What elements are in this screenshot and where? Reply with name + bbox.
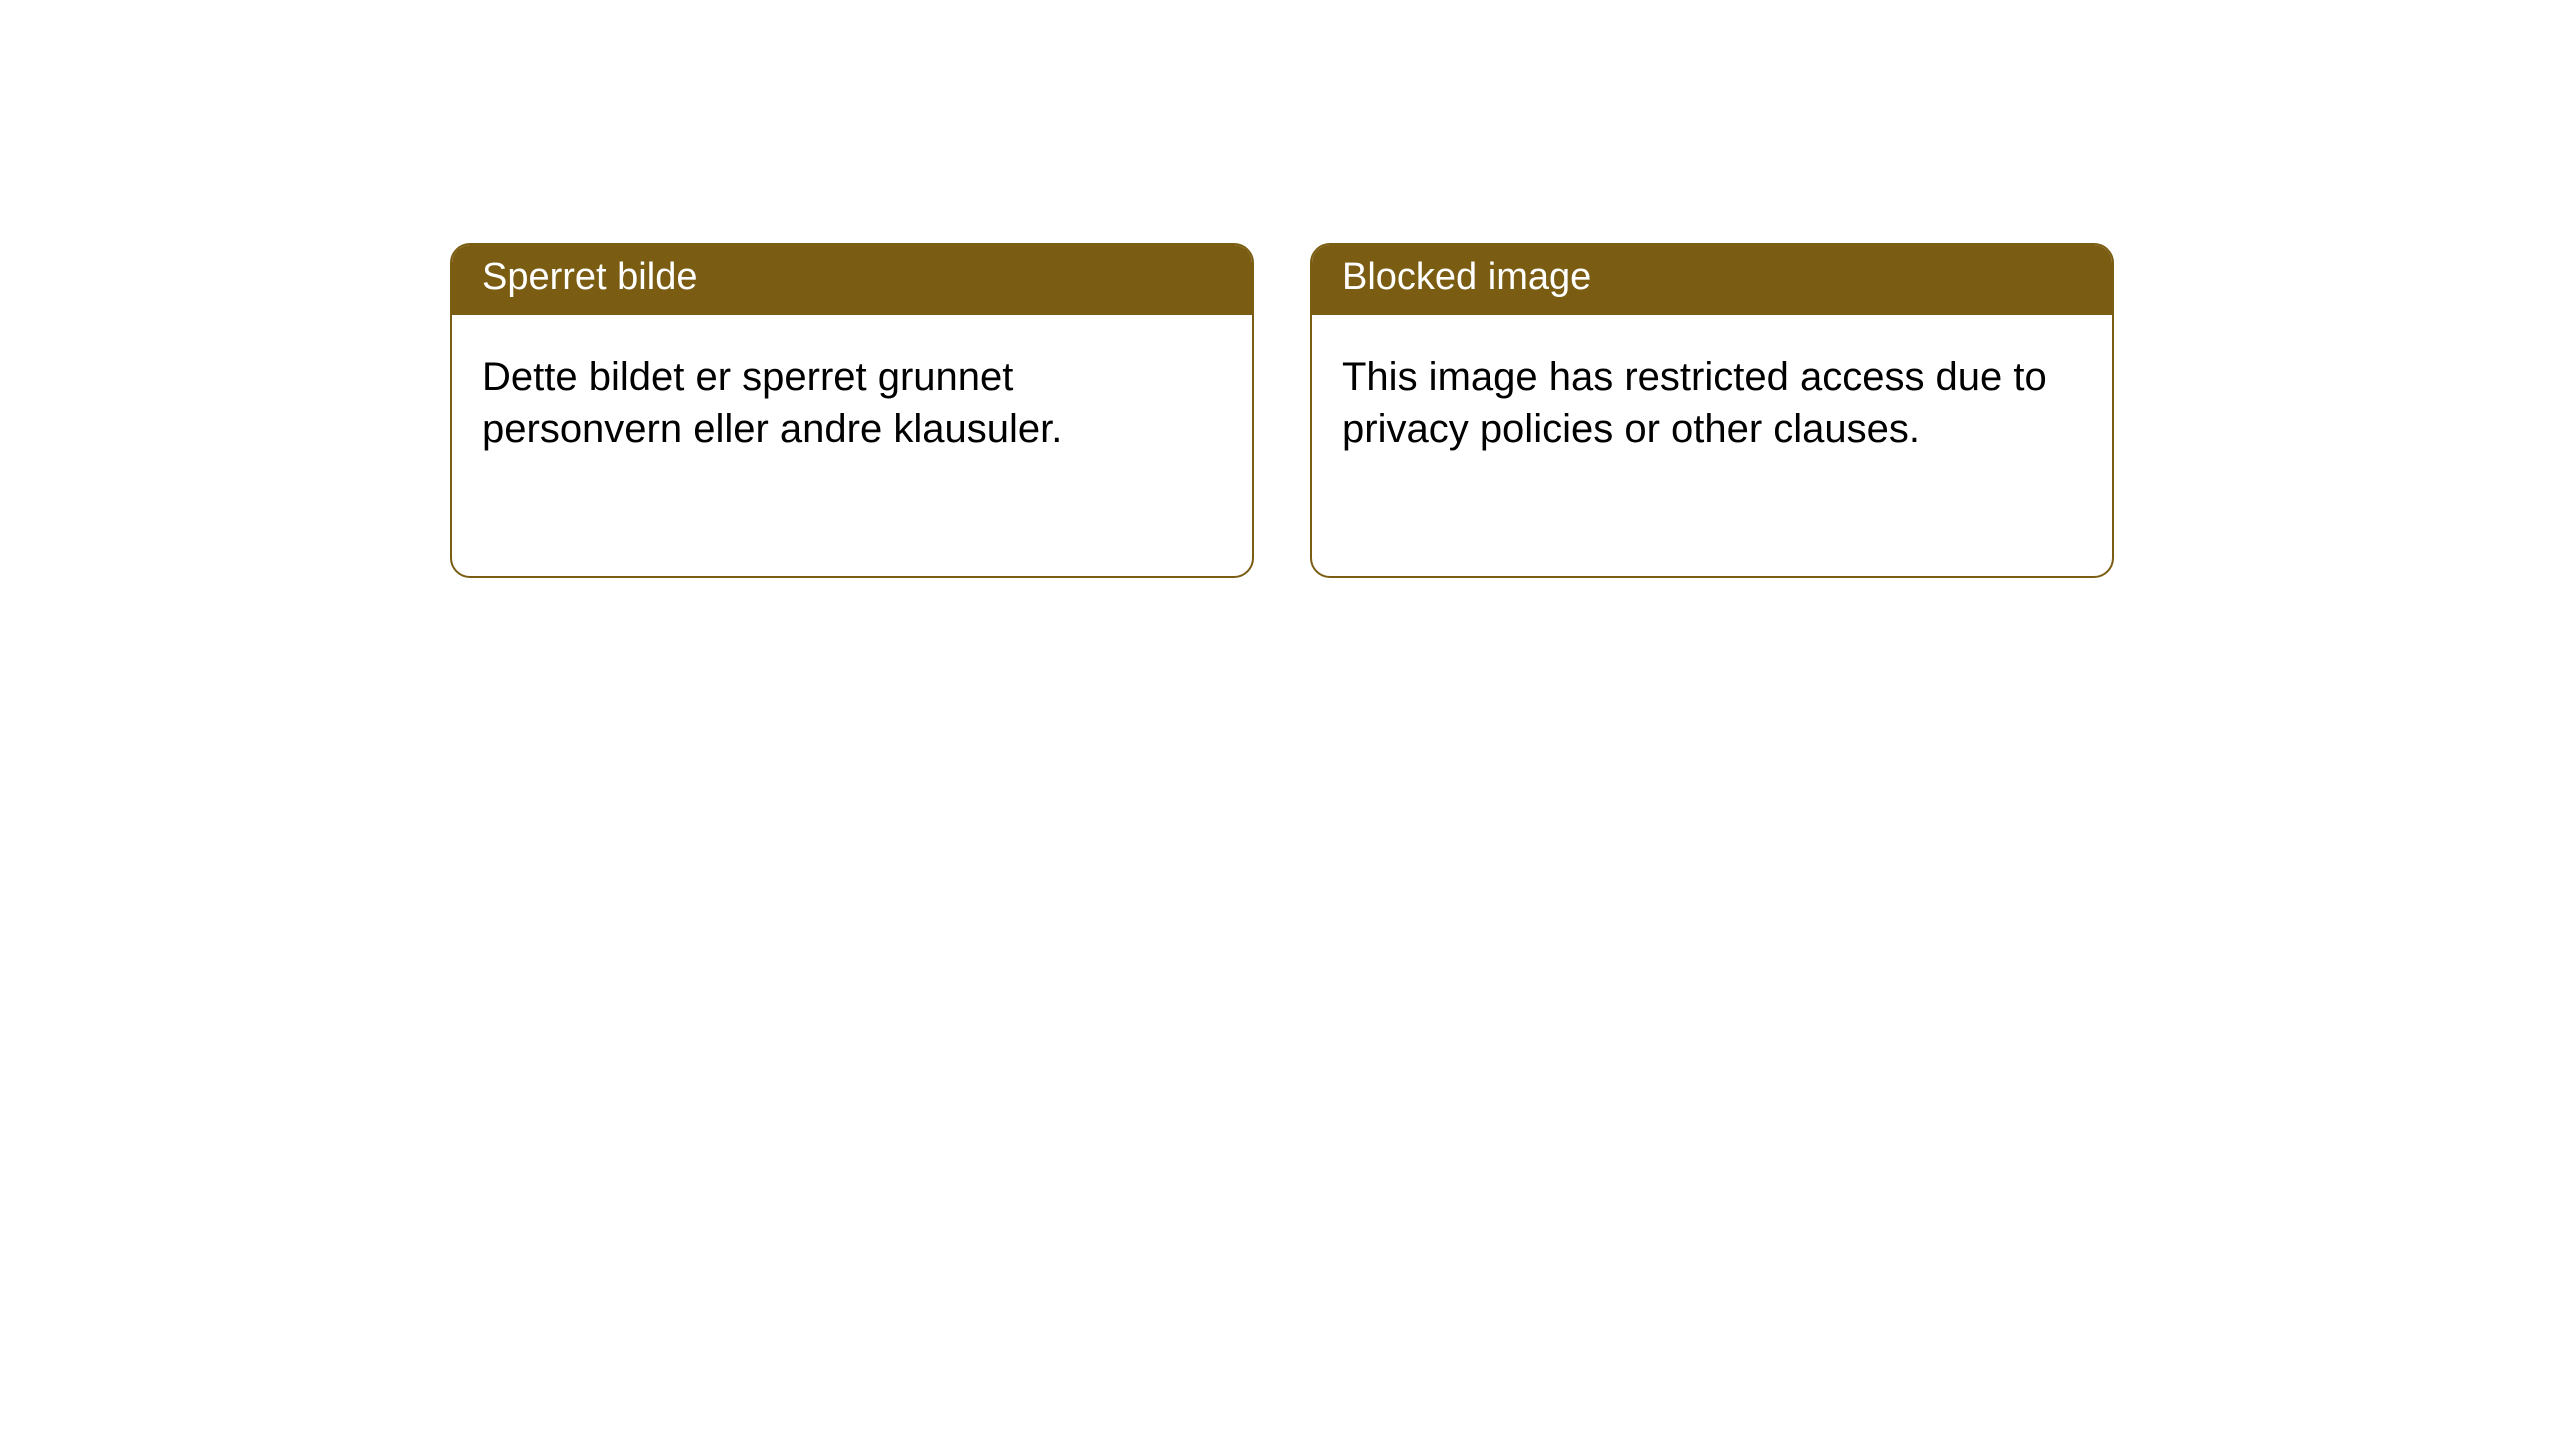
notice-container: Sperret bilde Dette bildet er sperret gr… [450,243,2114,578]
notice-card-norwegian: Sperret bilde Dette bildet er sperret gr… [450,243,1254,578]
notice-header: Sperret bilde [452,245,1252,315]
notice-header: Blocked image [1312,245,2112,315]
notice-body: Dette bildet er sperret grunnet personve… [452,315,1252,493]
notice-card-english: Blocked image This image has restricted … [1310,243,2114,578]
notice-body: This image has restricted access due to … [1312,315,2112,493]
